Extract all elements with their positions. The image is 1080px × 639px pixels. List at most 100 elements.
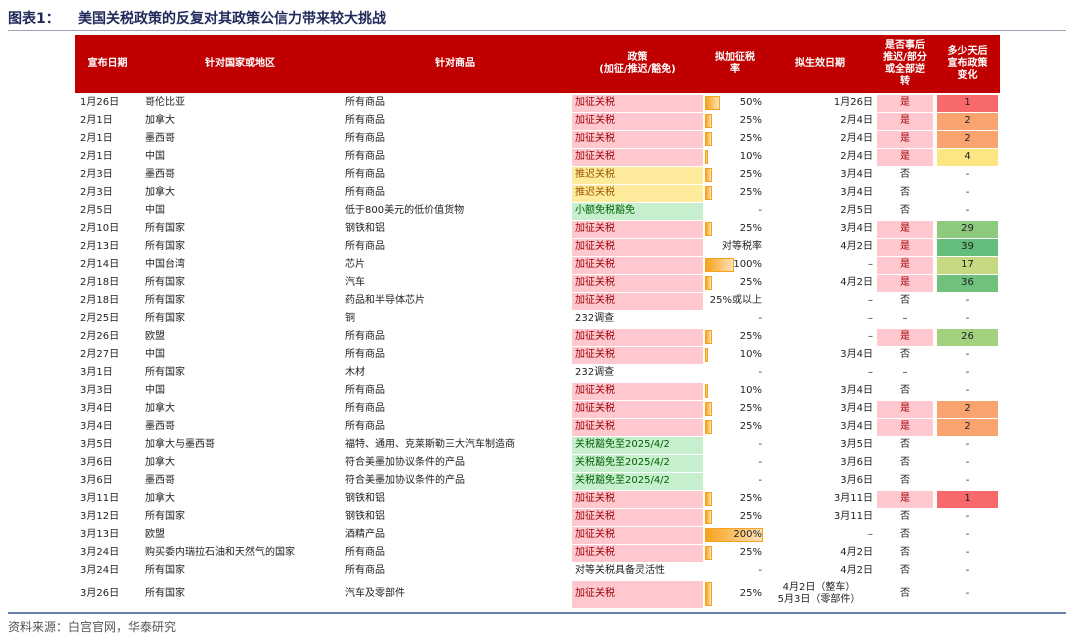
rate-cell: 50% — [739, 97, 762, 108]
rate-cell: 25% — [739, 588, 762, 599]
policy-fill — [572, 292, 703, 310]
figure-title: 美国关税政策的反复对其政策公信力带来较大挑战 — [78, 11, 386, 27]
days-cell: - — [965, 313, 970, 324]
rate-cell: - — [758, 565, 762, 576]
days-fill — [937, 148, 998, 166]
reversed-fill — [877, 238, 933, 256]
reversed-cell: – — [902, 367, 908, 378]
days-cell: 26 — [961, 331, 974, 342]
days-cell: 2 — [964, 403, 971, 414]
goods-cell: 所有商品 — [345, 331, 385, 342]
date-cell: 2月26日 — [80, 331, 120, 342]
reversed-fill — [877, 94, 933, 112]
policy-fill — [572, 328, 703, 346]
policy-cell: 加征关税 — [575, 547, 615, 558]
goods-cell: 所有商品 — [345, 97, 385, 108]
rate-cell: 100% — [733, 259, 762, 270]
rate-bar — [705, 420, 713, 434]
region-cell: 加拿大与墨西哥 — [145, 439, 215, 450]
policy-cell: 加征关税 — [575, 97, 615, 108]
figure-label: 图表1： — [8, 11, 60, 27]
region-cell: 所有国家 — [145, 511, 185, 522]
policy-cell: 加征关税 — [575, 277, 615, 288]
policy-fill — [572, 490, 703, 508]
rate-bar — [705, 132, 713, 146]
goods-cell: 汽车 — [345, 277, 365, 288]
days-cell: 1 — [964, 97, 971, 108]
region-cell: 所有国家 — [145, 367, 185, 378]
effective-cell: 2月5日 — [840, 205, 873, 216]
policy-fill — [572, 508, 703, 526]
days-cell: - — [965, 295, 970, 306]
days-cell: 36 — [961, 277, 974, 288]
region-cell: 中国 — [145, 385, 165, 396]
reversed-cell: 否 — [900, 475, 910, 486]
effective-cell: – — [868, 331, 873, 342]
effective-cell: 3月6日 — [840, 457, 873, 468]
days-cell: - — [965, 547, 970, 558]
reversed-cell: 是 — [900, 403, 910, 414]
region-cell: 所有国家 — [145, 277, 185, 288]
effective-cell: 3月4日 — [840, 403, 873, 414]
reversed-cell: 否 — [900, 187, 910, 198]
policy-fill — [572, 238, 703, 256]
goods-cell: 铜 — [345, 313, 355, 324]
reversed-fill — [877, 220, 933, 238]
date-cell: 3月13日 — [80, 529, 120, 540]
reversed-cell: 是 — [900, 223, 910, 234]
days-fill — [937, 220, 998, 238]
policy-cell: 加征关税 — [575, 151, 615, 162]
policy-fill — [572, 400, 703, 418]
effective-cell: 3月4日 — [840, 349, 873, 360]
reversed-cell: 否 — [900, 529, 910, 540]
rate-bar — [705, 582, 713, 606]
effective-cell: 2月4日 — [840, 133, 873, 144]
rate-bar — [705, 186, 713, 200]
policy-cell: 加征关税 — [575, 493, 615, 504]
rate-cell: 25% — [739, 115, 762, 126]
policy-fill — [572, 544, 703, 562]
date-cell: 2月1日 — [80, 133, 113, 144]
reversed-cell: 是 — [900, 277, 910, 288]
days-cell: - — [965, 457, 970, 468]
region-cell: 欧盟 — [145, 331, 165, 342]
goods-cell: 所有商品 — [345, 421, 385, 432]
effective-cell: 4月2日 — [840, 277, 873, 288]
days-fill — [937, 130, 998, 148]
days-cell: - — [965, 588, 970, 599]
policy-cell: 关税豁免至2025/4/2 — [575, 457, 670, 468]
policy-fill — [572, 418, 703, 436]
days-cell: - — [965, 511, 970, 522]
rate-bar — [705, 384, 708, 398]
date-cell: 3月6日 — [80, 457, 113, 468]
effective-cell: 2月4日 — [840, 115, 873, 126]
days-cell: - — [965, 367, 970, 378]
effective-cell: – — [868, 367, 873, 378]
days-fill — [937, 112, 998, 130]
policy-cell: 加征关税 — [575, 133, 615, 144]
rate-cell: - — [758, 457, 762, 468]
policy-fill — [572, 580, 703, 608]
goods-cell: 所有商品 — [345, 403, 385, 414]
date-cell: 2月1日 — [80, 115, 113, 126]
column-header: 多少天后 宣布政策 变化 — [947, 46, 988, 81]
policy-cell: 加征关税 — [575, 331, 615, 342]
days-fill — [937, 94, 998, 112]
region-cell: 中国 — [145, 151, 165, 162]
rate-cell: 200% — [733, 529, 762, 540]
policy-cell: 加征关税 — [575, 529, 615, 540]
goods-cell: 所有商品 — [345, 385, 385, 396]
rate-cell: 25% — [739, 169, 762, 180]
days-cell: - — [965, 205, 970, 216]
days-cell: 2 — [964, 421, 971, 432]
policy-cell: 加征关税 — [575, 588, 615, 599]
policy-cell: 加征关税 — [575, 421, 615, 432]
policy-fill — [572, 112, 703, 130]
date-cell: 3月12日 — [80, 511, 120, 522]
rate-cell: 25% — [739, 223, 762, 234]
days-cell: - — [965, 187, 970, 198]
days-cell: - — [965, 529, 970, 540]
policy-cell: 推迟关税 — [575, 169, 615, 180]
reversed-cell: 是 — [900, 259, 910, 270]
goods-cell: 所有商品 — [345, 565, 385, 576]
